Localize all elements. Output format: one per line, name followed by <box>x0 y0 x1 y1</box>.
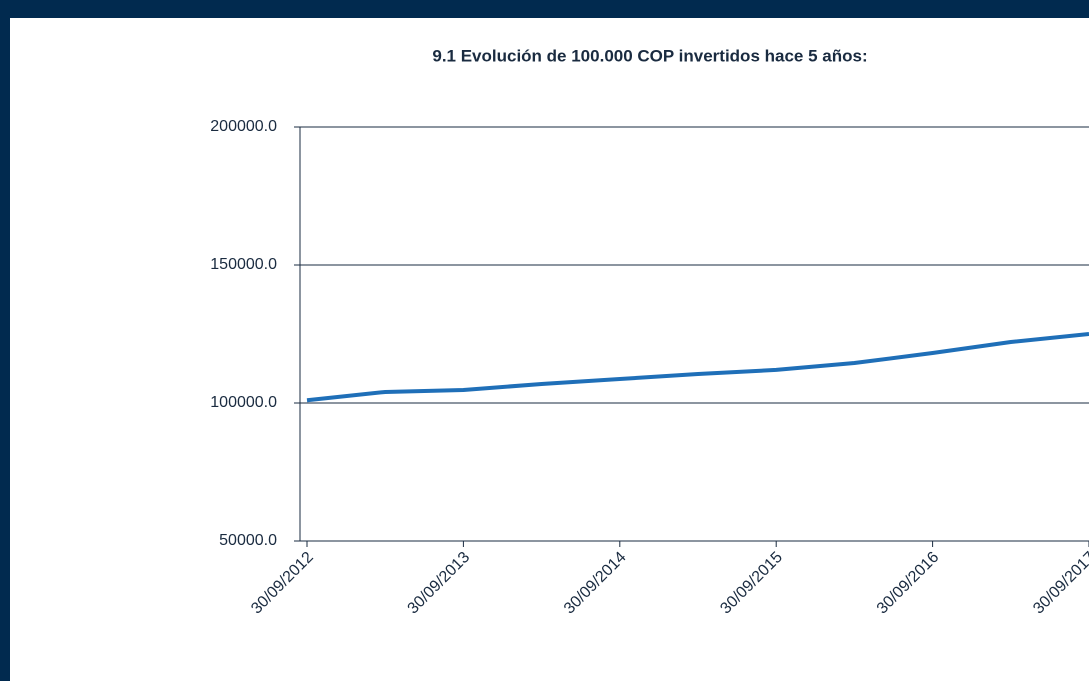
y-tick-label: 50000.0 <box>219 532 277 549</box>
top-bar <box>0 0 1089 18</box>
y-tick-label: 100000.0 <box>210 394 277 411</box>
y-tick-label: 200000.0 <box>210 118 277 135</box>
line-series <box>306 332 1089 403</box>
chart-title: 9.1 Evolución de 100.000 COP invertidos … <box>432 46 867 65</box>
left-border <box>0 0 10 681</box>
y-tick-label: 150000.0 <box>210 256 277 273</box>
